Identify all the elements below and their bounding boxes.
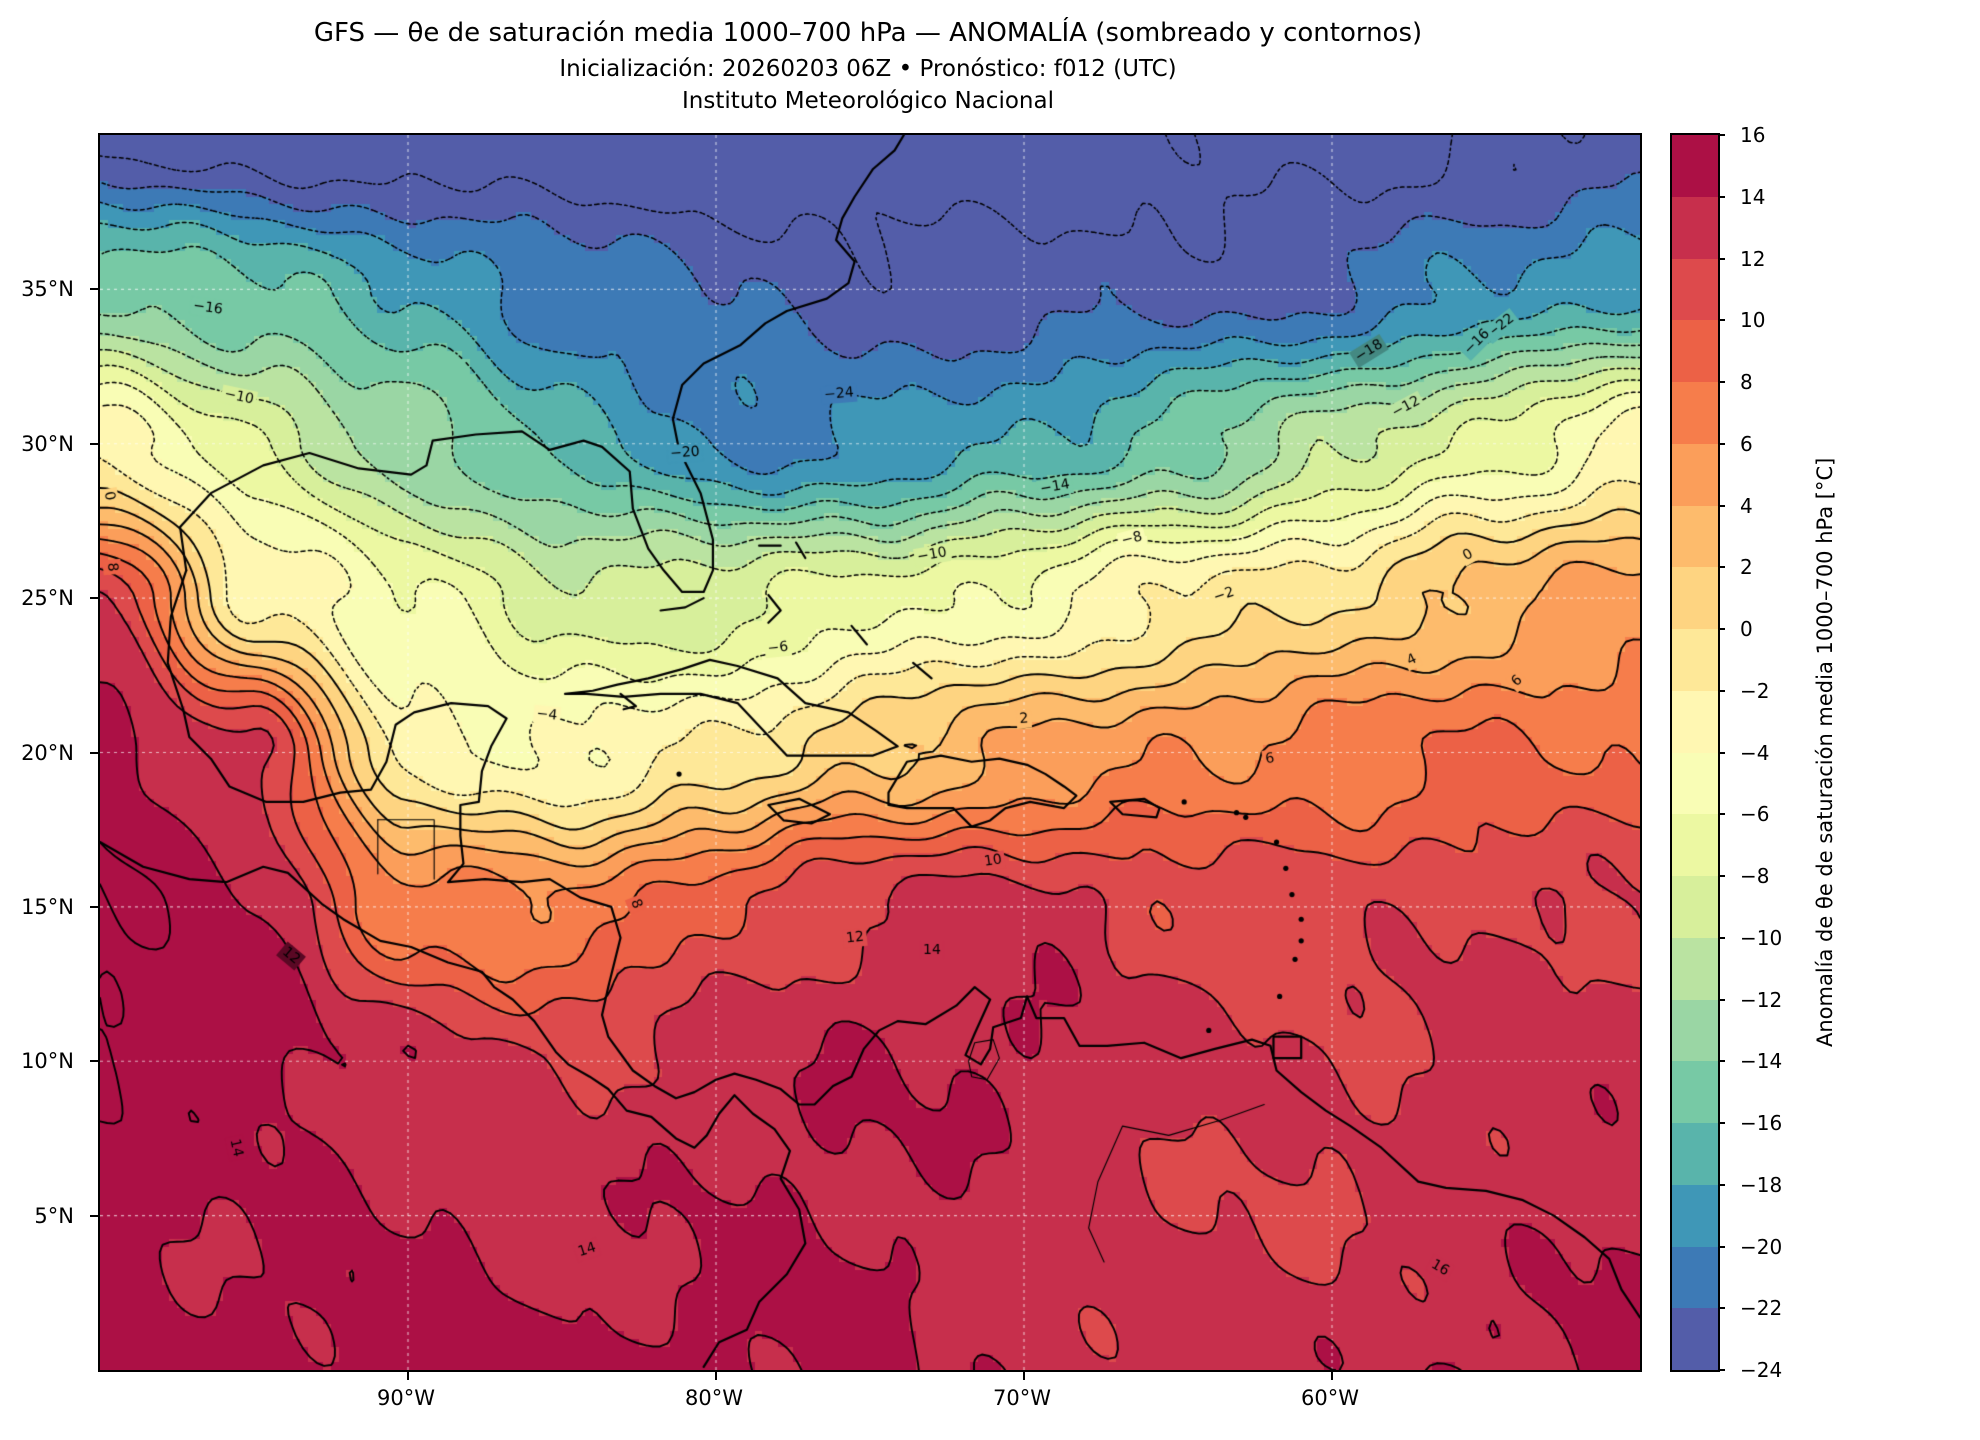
- y-tick-label: 35°N: [21, 277, 74, 302]
- colorbar-band: [1672, 690, 1718, 753]
- x-axis-lon-ticks: 90°W 80°W 70°W 60°W: [98, 1386, 1638, 1426]
- colorbar-tick-mark: [1718, 936, 1725, 939]
- colorbar-tick-mark: [1718, 628, 1725, 630]
- colorbar-band: [1672, 567, 1718, 629]
- y-tick-mark: [90, 1060, 98, 1063]
- y-tick-label: 20°N: [21, 740, 74, 765]
- colorbar-band: [1672, 629, 1718, 691]
- colorbar-bands: [1672, 135, 1718, 1370]
- colorbar-tick-label: 14: [1740, 184, 1766, 209]
- x-tick-mark: [1331, 1372, 1333, 1380]
- colorbar-tick-label: −14: [1740, 1049, 1783, 1074]
- colorbar-tick-label: 10: [1740, 308, 1766, 333]
- colorbar-tick-label: −2: [1740, 678, 1770, 703]
- x-tick-label: 60°W: [1301, 1386, 1359, 1410]
- colorbar-tick-mark: [1718, 813, 1725, 816]
- colorbar-tick-label: −8: [1740, 864, 1770, 888]
- y-tick-mark: [90, 597, 98, 600]
- colorbar-tick-mark: [1718, 134, 1725, 136]
- x-tick-label: 70°W: [993, 1386, 1051, 1410]
- y-tick-label: 25°N: [21, 586, 74, 611]
- x-tick-mark: [407, 1372, 409, 1380]
- colorbar-tick-label: 6: [1740, 431, 1753, 456]
- colorbar-tick-mark: [1718, 1183, 1725, 1186]
- chart-subtitle-init: Inicialización: 20260203 06Z • Pronóstic…: [559, 56, 1177, 82]
- y-tick-label: 15°N: [21, 894, 74, 919]
- y-tick-mark: [90, 442, 98, 445]
- y-tick-label: 10°N: [21, 1049, 74, 1074]
- colorbar-tick-label: 12: [1740, 246, 1766, 271]
- y-tick-mark: [90, 905, 98, 908]
- colorbar-tick-label: −24: [1740, 1358, 1783, 1382]
- colorbar: [1670, 133, 1720, 1372]
- colorbar-tick-label: 16: [1740, 123, 1766, 147]
- colorbar-band: [1672, 382, 1718, 444]
- colorbar-tick-label: 4: [1740, 493, 1753, 518]
- y-tick-mark: [90, 751, 98, 754]
- colorbar-band: [1672, 196, 1718, 259]
- colorbar-band: [1672, 505, 1718, 568]
- colorbar-tick-mark: [1718, 1060, 1725, 1063]
- colorbar-axis-label: Anomalía de θe de saturación media 1000–…: [1813, 457, 1837, 1048]
- colorbar-tick-label: −18: [1740, 1172, 1783, 1197]
- colorbar-band: [1672, 1184, 1718, 1247]
- colorbar-tick-mark: [1718, 257, 1725, 260]
- colorbar-tick-label: −20: [1740, 1234, 1783, 1259]
- colorbar-band: [1672, 999, 1718, 1062]
- colorbar-tick-mark: [1718, 504, 1725, 507]
- y-tick-label: 30°N: [21, 431, 74, 456]
- colorbar-tick-mark: [1718, 875, 1725, 877]
- colorbar-tick-labels: 16 14 12 10 8 6 4 2 0 −2 −4 −6 −8 −10 −12 −14 −16 −18 −20 −…: [1730, 123, 1800, 1382]
- colorbar-tick-label: −4: [1740, 740, 1770, 765]
- colorbar-tick-mark: [1718, 566, 1725, 569]
- colorbar-band: [1672, 1061, 1718, 1123]
- colorbar-band: [1672, 1246, 1718, 1309]
- colorbar-band: [1672, 443, 1718, 506]
- colorbar-tick-label: 2: [1740, 555, 1753, 580]
- colorbar-tick-mark: [1718, 1307, 1725, 1310]
- colorbar-tick-mark: [1718, 751, 1725, 754]
- colorbar-tick-mark: [1718, 195, 1725, 198]
- colorbar-tick-mark: [1718, 442, 1725, 445]
- colorbar-tick-label: 8: [1740, 370, 1753, 394]
- y-tick-mark: [90, 288, 98, 291]
- y-axis-lat-ticks: 35°N 30°N 25°N 20°N 15°N 10°N 5°N: [0, 135, 90, 1370]
- colorbar-band: [1672, 876, 1718, 938]
- colorbar-tick-mark: [1718, 1245, 1725, 1248]
- colorbar-tick-mark: [1718, 689, 1725, 692]
- colorbar-band: [1672, 258, 1718, 321]
- colorbar-tick-label: 0: [1740, 617, 1753, 641]
- y-tick-mark: [90, 1214, 98, 1217]
- colorbar-tick-mark: [1718, 381, 1725, 383]
- colorbar-band: [1672, 937, 1718, 1000]
- x-tick-label: 80°W: [685, 1386, 743, 1410]
- colorbar-tick-mark: [1718, 319, 1725, 322]
- colorbar-band: [1672, 814, 1718, 876]
- chart-title: GFS — θe de saturación media 1000–700 hP…: [313, 18, 1423, 48]
- x-tick-mark: [715, 1372, 717, 1380]
- colorbar-tick-label: −6: [1740, 802, 1770, 827]
- colorbar-tick-label: −22: [1740, 1296, 1783, 1321]
- colorbar-band: [1672, 135, 1718, 197]
- colorbar-tick-label: −16: [1740, 1111, 1783, 1135]
- colorbar-tick-mark: [1718, 1369, 1725, 1371]
- chart-subtitle-institution: Instituto Meteorológico Nacional: [682, 88, 1054, 114]
- colorbar-tick-label: −10: [1740, 925, 1783, 950]
- colorbar-band: [1672, 1308, 1718, 1370]
- map-canvas: [100, 135, 1640, 1370]
- x-tick-mark: [1023, 1372, 1025, 1380]
- colorbar-band: [1672, 320, 1718, 382]
- colorbar-band: [1672, 752, 1718, 815]
- y-tick-label: 5°N: [34, 1203, 74, 1228]
- map-plot-area: [98, 133, 1642, 1372]
- colorbar-tick-label: −12: [1740, 987, 1783, 1012]
- colorbar-tick-mark: [1718, 998, 1725, 1001]
- colorbar-tick-mark: [1718, 1122, 1725, 1124]
- x-tick-label: 90°W: [377, 1386, 435, 1410]
- colorbar-band: [1672, 1123, 1718, 1185]
